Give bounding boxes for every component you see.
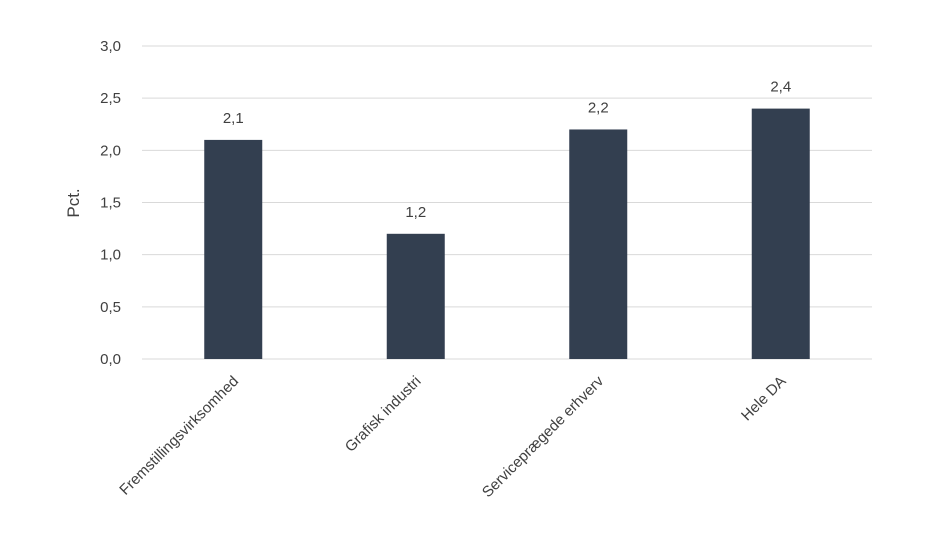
- category-label: Serviceprægede erhverv: [479, 372, 608, 501]
- category-label: Fremstillingsvirksomhed: [116, 373, 242, 499]
- data-label: 2,4: [770, 79, 791, 96]
- category-label: Grafisk industri: [342, 373, 425, 456]
- bar: [569, 129, 628, 359]
- category-label: Hele DA: [738, 373, 790, 425]
- y-tick-label: 0,0: [100, 351, 121, 368]
- data-label: 2,2: [588, 99, 609, 116]
- y-tick-label: 2,5: [100, 90, 121, 107]
- bars: [204, 108, 810, 359]
- y-tick-labels: 0,0 0,5 1,0 1,5 2,0 2,5 3,0: [100, 38, 121, 368]
- gridlines: [142, 45, 872, 360]
- data-label: 2,1: [223, 110, 244, 127]
- y-tick-label: 1,0: [100, 247, 121, 264]
- y-tick-label: 1,5: [100, 195, 121, 212]
- bar: [751, 108, 810, 359]
- category-labels: Fremstillingsvirksomhed Grafisk industri S…: [116, 372, 789, 501]
- y-tick-label: 3,0: [100, 38, 121, 55]
- y-tick-label: 2,0: [100, 142, 121, 159]
- data-label: 1,2: [405, 204, 426, 221]
- bar: [204, 139, 263, 359]
- data-labels: 2,1 1,2 2,2 2,4: [223, 79, 791, 221]
- bar: [386, 233, 445, 359]
- y-axis-title: Pct.: [64, 188, 83, 217]
- y-tick-label: 0,5: [100, 299, 121, 316]
